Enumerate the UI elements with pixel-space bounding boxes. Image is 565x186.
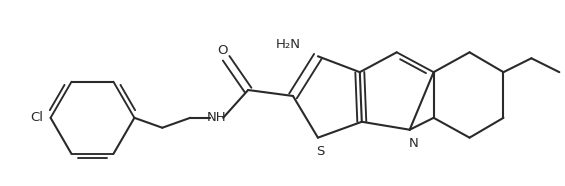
Text: S: S bbox=[316, 145, 324, 158]
Text: NH: NH bbox=[206, 111, 226, 124]
Text: Cl: Cl bbox=[30, 111, 43, 124]
Text: N: N bbox=[409, 137, 419, 150]
Text: O: O bbox=[217, 44, 227, 57]
Text: H₂N: H₂N bbox=[276, 38, 301, 51]
